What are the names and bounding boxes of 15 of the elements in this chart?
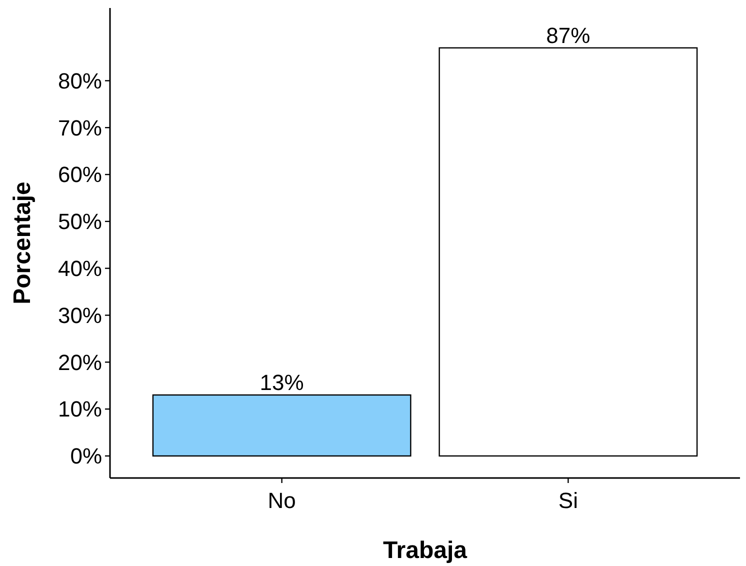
y-tick-label: 60% bbox=[58, 162, 102, 188]
x-tick-label: No bbox=[268, 488, 296, 513]
y-tick-label: 0% bbox=[70, 444, 102, 469]
y-tick-label: 30% bbox=[58, 302, 102, 328]
x-tick-label: Si bbox=[558, 488, 578, 513]
y-tick-label: 10% bbox=[58, 396, 102, 422]
y-tick-label: 20% bbox=[58, 350, 102, 375]
y-axis-title: Porcentaje bbox=[9, 182, 36, 304]
x-axis-title: Trabaja bbox=[382, 537, 468, 564]
y-tick-label: 40% bbox=[58, 256, 102, 282]
y-tick-label: 80% bbox=[58, 68, 102, 94]
y-tick-label: 70% bbox=[58, 115, 102, 140]
data-label: 13% bbox=[260, 370, 304, 395]
y-tick-label: 50% bbox=[58, 209, 102, 234]
data-label: 87% bbox=[546, 22, 590, 48]
